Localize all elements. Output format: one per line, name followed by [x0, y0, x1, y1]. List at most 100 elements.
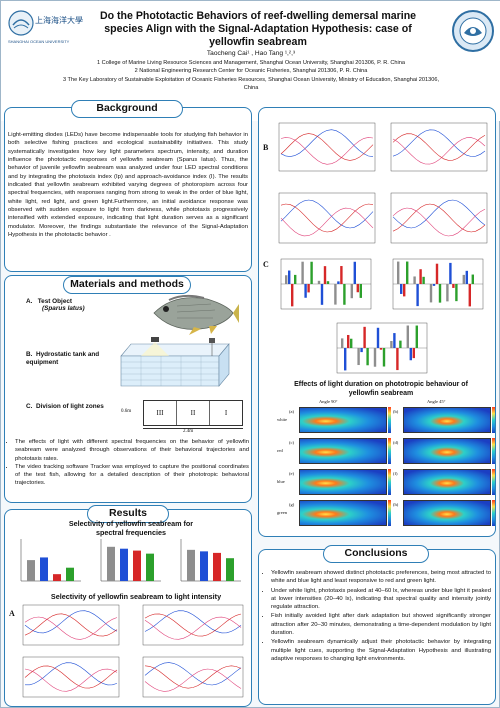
affiliation-1: 1 College of Marine Living Resource Scie… [97, 59, 405, 66]
bar [40, 557, 48, 581]
results-subhead-intensity: Selectivity of yellowfin seabream to lig… [50, 592, 222, 601]
bar [213, 552, 221, 581]
series-line [144, 662, 242, 686]
bar [120, 548, 128, 581]
series-line [25, 662, 118, 686]
heatmap-row-label: blue [277, 479, 285, 484]
heatmap-row-label: red [277, 448, 283, 453]
bar [393, 333, 396, 348]
colorbar [388, 438, 391, 464]
bar [360, 348, 363, 353]
conclusion-bullet: Under white light, phototaxis peaked at … [271, 587, 491, 612]
series-line [24, 668, 118, 692]
bar [366, 348, 369, 366]
heatmap-panel [299, 500, 387, 526]
bar [455, 284, 458, 302]
bar [294, 274, 297, 284]
series-line [392, 203, 486, 233]
bar [326, 281, 330, 284]
heatmap-tag: (e) [289, 471, 294, 476]
bar [419, 269, 422, 284]
series-line [392, 137, 486, 165]
methods-bullet: The effects of light with different spec… [15, 438, 249, 463]
series-line [280, 133, 374, 161]
series-line [280, 199, 374, 229]
series-line [24, 616, 118, 640]
bar [317, 280, 321, 284]
bar [27, 560, 35, 581]
chart-frame [142, 656, 244, 698]
heatmap-tag: (h) [393, 502, 399, 507]
bar [133, 550, 141, 581]
zone-width-label: 2.4m [183, 429, 194, 434]
bar [310, 261, 313, 284]
heatmap-tag: (d) [393, 440, 399, 445]
tank-diagram [120, 337, 230, 387]
bar [438, 284, 442, 303]
bar [400, 284, 403, 294]
heatmap-tag: (c) [289, 440, 294, 445]
bar [403, 284, 406, 297]
series-line [280, 203, 374, 233]
heatmap-tag: (b) [393, 409, 399, 414]
bar [376, 327, 380, 348]
university-logo-icon: 上海海洋大學 SHANGHAI OCEAN UNIVERSITY [8, 10, 83, 44]
bar [412, 348, 415, 359]
series-line [392, 133, 486, 161]
conclusions-title: Conclusions [323, 545, 429, 563]
series-line [144, 665, 242, 689]
heatmap-col-45: Angle 45° [427, 399, 446, 404]
heatmap-row-label: white [277, 417, 287, 422]
heatmap-col-90: Angle 90° [319, 399, 338, 404]
results-panel [4, 509, 252, 707]
bar [397, 261, 400, 284]
bar [187, 549, 195, 581]
series-line [392, 129, 486, 157]
bar [379, 348, 383, 350]
colorbar [388, 407, 391, 433]
heatmap-panel [403, 438, 491, 464]
bar [468, 284, 471, 307]
bar [357, 348, 360, 366]
series-line [144, 668, 242, 692]
bar [409, 348, 412, 361]
heatmap-row-label: green [277, 510, 287, 515]
heatmap-tag: (f) [393, 471, 398, 476]
bar [340, 266, 343, 284]
fig-b-line-charts [278, 122, 488, 244]
bar [399, 340, 402, 348]
conclusions-bullets: Yellowfin seabream showed distinct photo… [263, 569, 491, 663]
chart-frame [278, 192, 376, 244]
bar [343, 284, 346, 305]
fish-image [153, 294, 239, 335]
background-title: Background [71, 100, 183, 118]
bar [446, 284, 449, 302]
bar [323, 266, 327, 284]
bar [350, 284, 353, 299]
colorbar [492, 438, 495, 464]
series-line [144, 610, 242, 634]
bar [307, 284, 310, 293]
chart-frame [390, 122, 488, 172]
bar [416, 284, 419, 307]
bar [390, 340, 393, 348]
bar [146, 553, 154, 581]
zone-diagram: 0.6m III II I 2.4m [121, 398, 247, 438]
bar [341, 338, 344, 348]
bar [53, 574, 61, 581]
chart-frame [22, 604, 120, 646]
heatmap-grid: Angle 90° Angle 45° white (a) (b) red (c) (d)… [277, 399, 495, 533]
bar [301, 261, 304, 284]
results-title: Results [87, 505, 169, 523]
conclusions-panel [258, 549, 496, 705]
bar [304, 284, 307, 298]
chart-frame [142, 604, 244, 646]
methods-bullet: The video tracking software Tracker was … [15, 463, 249, 488]
series-line [24, 610, 118, 634]
series-line [280, 207, 374, 237]
intensity-line-charts [22, 604, 244, 698]
bar [449, 262, 452, 284]
method-b-label: B. Hydrostatic tank and equipment [26, 351, 100, 366]
series-line [392, 199, 486, 229]
